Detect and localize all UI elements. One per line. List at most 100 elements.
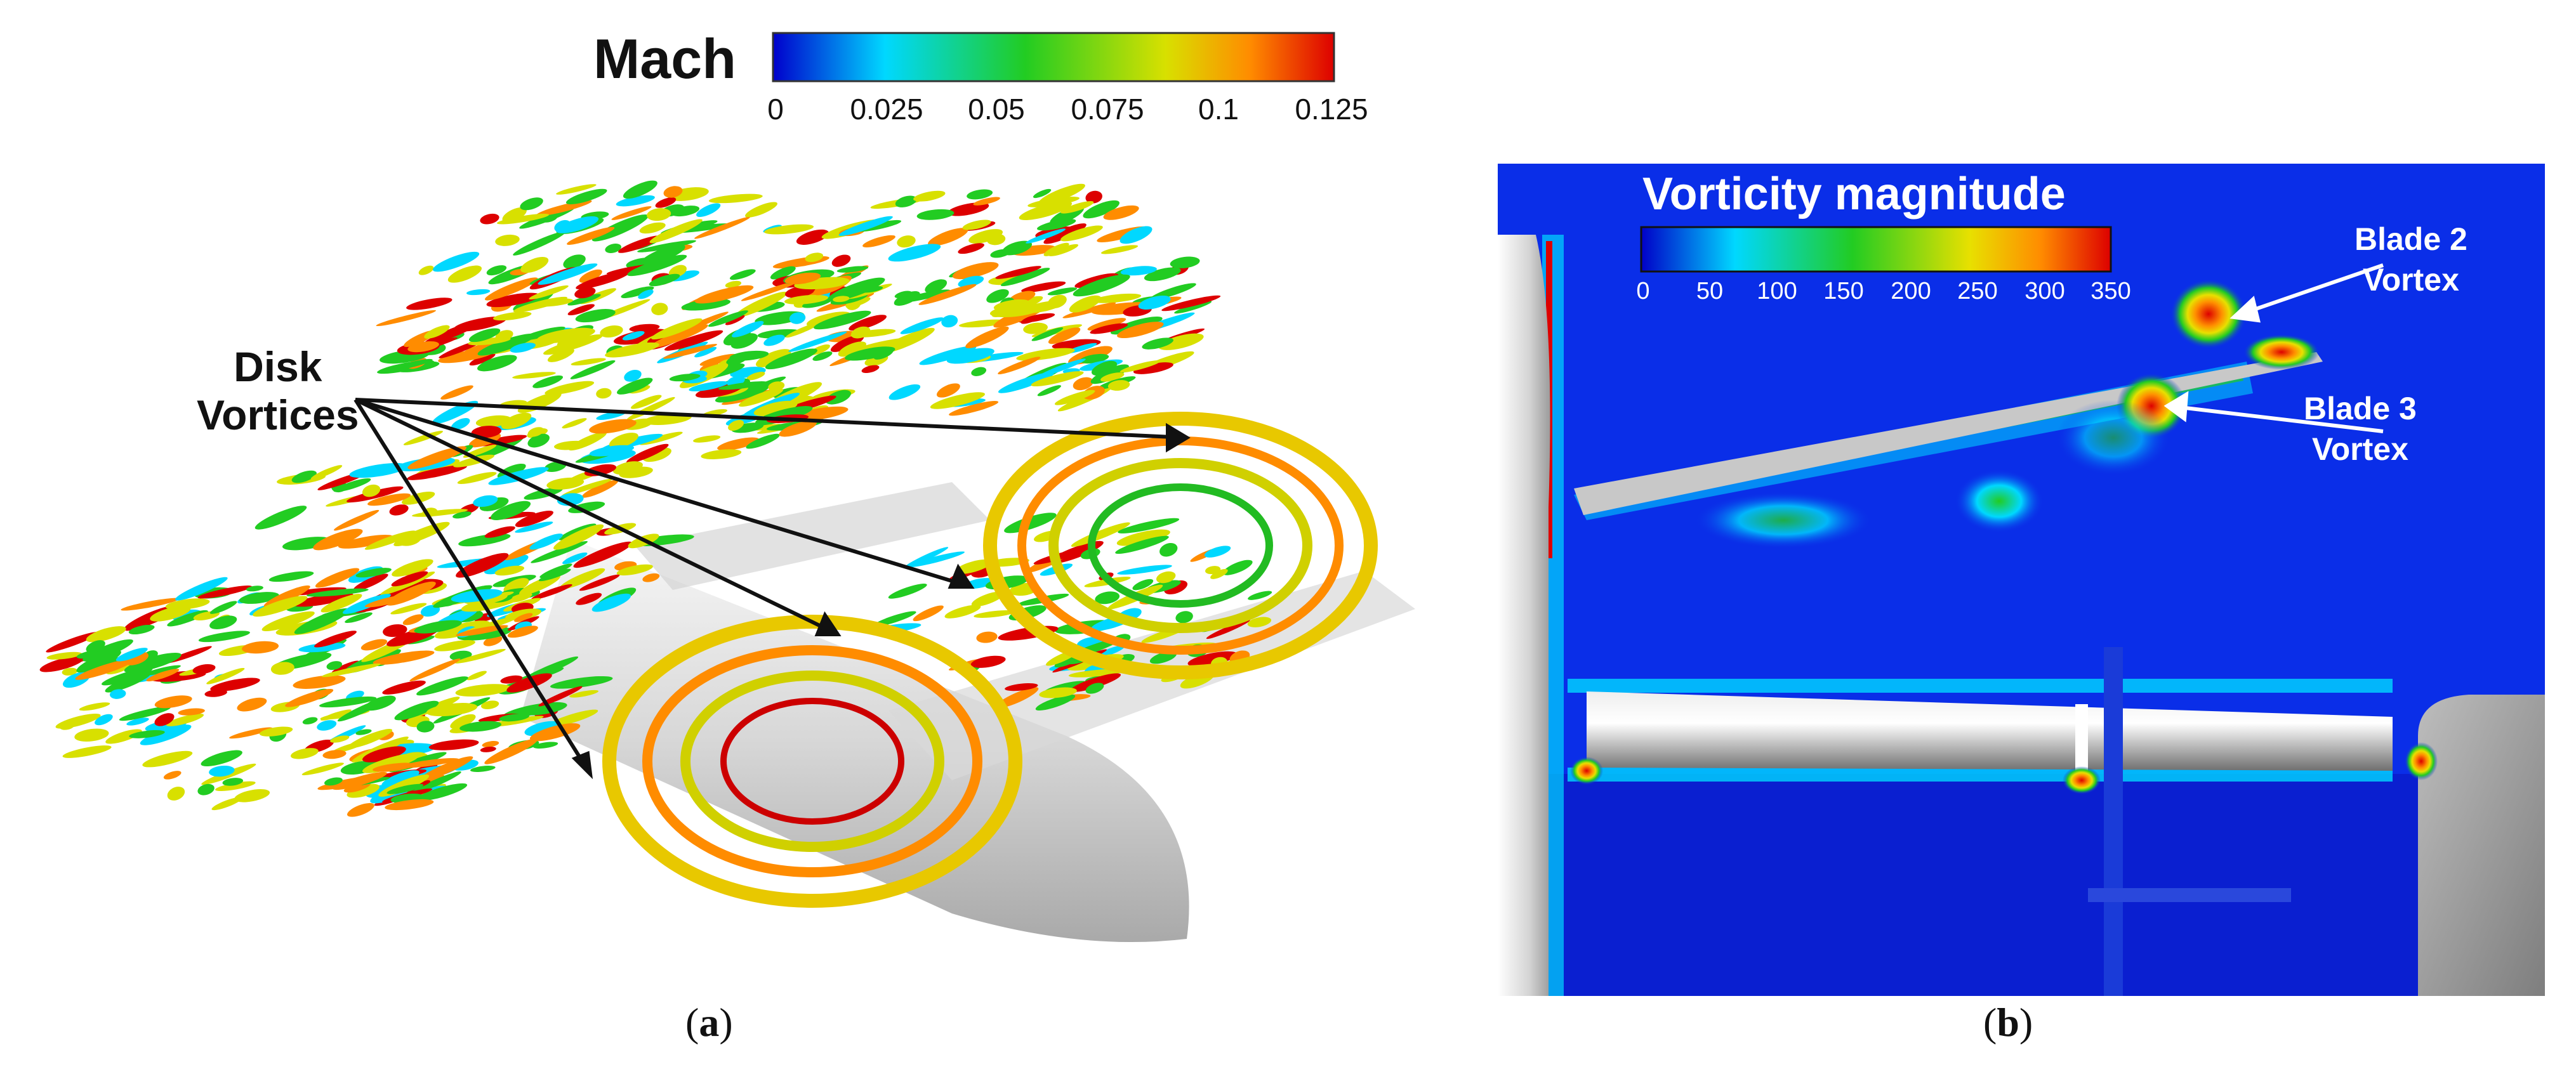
vortex-streak <box>1085 683 1104 694</box>
vortex-streak <box>1060 225 1103 242</box>
vortex-streak <box>291 470 317 483</box>
vortex-streak <box>529 723 581 742</box>
vortex-streak <box>624 370 642 382</box>
vortex-streak <box>1090 323 1128 334</box>
vortex-streak <box>941 315 958 328</box>
vortex-streak <box>317 720 337 731</box>
vortex-streak <box>553 440 588 450</box>
vortex-streak <box>407 465 467 480</box>
vortex-streak <box>409 658 461 682</box>
vortex-streak <box>487 716 544 727</box>
vortex-streak <box>973 197 1000 206</box>
vortex-streak <box>543 334 603 355</box>
vortex-streak <box>165 598 210 610</box>
vortex-streak <box>383 624 407 638</box>
vortex-streak <box>894 291 912 299</box>
vortex-streak <box>407 341 439 353</box>
vortex-streak <box>74 728 109 742</box>
vortex-streak <box>469 353 496 366</box>
vortex-streak <box>320 709 352 721</box>
vortex-streak <box>968 229 1003 244</box>
vortex-streak <box>457 472 497 484</box>
vortex-streak <box>730 333 758 349</box>
caption-a-letter: a <box>699 1000 720 1045</box>
vortex-streak <box>916 209 954 220</box>
horizontal-arm <box>1587 691 2393 771</box>
vortex-streak <box>755 349 791 367</box>
vortex-streak <box>126 717 149 726</box>
vortex-streak <box>646 208 671 221</box>
vortex-streak <box>930 392 985 409</box>
caption-b: (b) <box>1983 1000 2033 1045</box>
vortex-streak <box>1247 617 1272 627</box>
vortex-streak <box>424 325 450 339</box>
vortex-streak <box>353 573 388 591</box>
vortex-streak <box>447 265 482 283</box>
vortex-streak <box>559 568 605 589</box>
vortex-streak <box>655 197 677 208</box>
vortex-streak <box>367 493 411 506</box>
vortex-streak <box>649 324 708 348</box>
vortex-streak <box>261 611 315 632</box>
vorticity-tick-5: 250 <box>1957 278 1998 304</box>
vortex-streak <box>310 465 343 480</box>
vortex-streak <box>510 343 536 353</box>
vortex-streak <box>649 219 703 244</box>
vortex-streak <box>1000 268 1050 287</box>
vortex-streak <box>391 571 428 587</box>
vortex-streak <box>725 280 742 288</box>
vortex-streak <box>562 418 587 429</box>
vortex-streak <box>197 586 252 599</box>
vortex-streak <box>411 771 461 794</box>
vortex-streak <box>1071 522 1130 547</box>
vortex-streak <box>1023 322 1048 334</box>
vortex-streak <box>639 222 666 234</box>
vortex-streak <box>453 454 494 468</box>
vortex-streak <box>637 240 696 252</box>
vortex-streak <box>402 614 424 625</box>
vortex-streak <box>146 669 180 682</box>
vortex-streak <box>536 327 595 343</box>
vortex-streak <box>270 662 294 675</box>
vortex-streak <box>198 631 250 643</box>
vortex-streak <box>531 584 572 600</box>
vortex-streak <box>1048 327 1081 344</box>
vortex-streak <box>693 435 721 443</box>
vorticity-colorbar <box>1640 226 2112 273</box>
blade-tip-vortex <box>2243 334 2320 370</box>
vortex-streak <box>382 680 426 695</box>
vortex-streak <box>209 615 237 629</box>
vortex-streak <box>143 665 181 676</box>
vortex-streak <box>520 326 565 341</box>
vortex-streak <box>1070 673 1121 692</box>
vortex-streak <box>434 639 475 651</box>
vortex-streak <box>484 526 515 538</box>
vortex-streak <box>974 610 1015 618</box>
vortex-streak <box>573 541 633 568</box>
vortex-streak <box>639 431 683 445</box>
vortex-streak <box>494 565 525 576</box>
vortex-streak <box>1073 377 1093 391</box>
vortex-streak <box>416 783 468 801</box>
vortex-streak <box>1138 296 1171 310</box>
vortex-streak <box>320 594 362 613</box>
vortex-streak <box>708 193 763 204</box>
vortex-streak <box>708 310 748 327</box>
vortex-streak <box>142 750 193 768</box>
vortex-streak <box>850 326 871 339</box>
vortex-streak <box>556 216 599 233</box>
vortex-streak <box>386 783 424 794</box>
vortex-streak <box>925 279 948 294</box>
vortex-streak <box>576 592 602 605</box>
vortex-streak <box>913 190 946 202</box>
vortex-streak <box>129 730 165 738</box>
vortex-streak <box>862 235 895 247</box>
vortex-streak <box>651 303 668 315</box>
vortex-streak <box>416 676 468 696</box>
vortex-streak <box>209 765 235 777</box>
vortex-streak <box>828 277 885 301</box>
vortex-streak <box>456 553 509 578</box>
vortex-streak <box>385 799 434 811</box>
vortex-streak <box>845 346 895 361</box>
vortex-streak <box>651 318 703 340</box>
